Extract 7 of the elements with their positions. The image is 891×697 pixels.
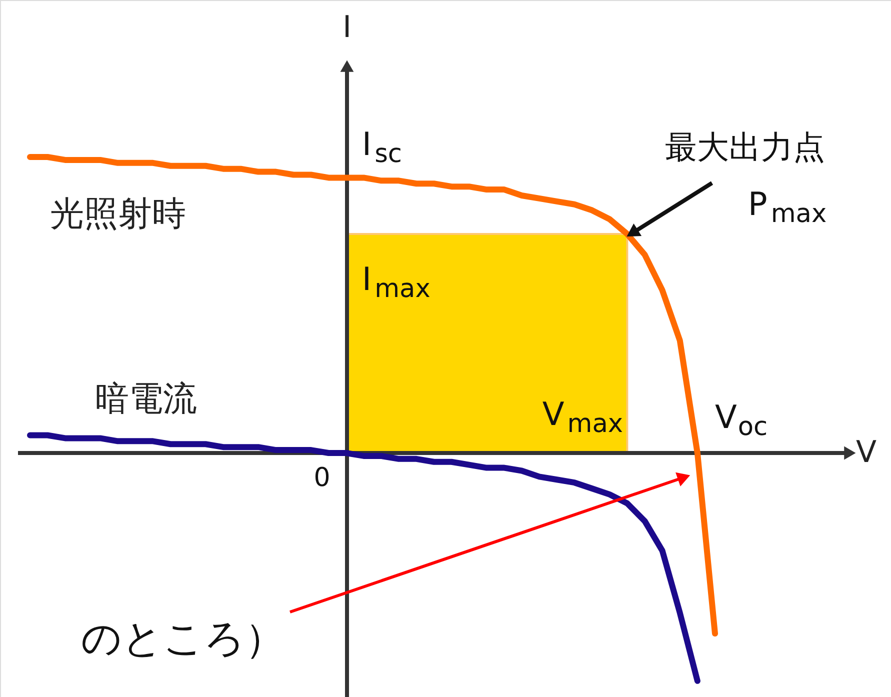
series-label: 光照射時	[50, 194, 186, 234]
annotation: 最大出力点	[665, 128, 825, 166]
annotation: 0	[314, 463, 330, 493]
y-axis-title: I	[342, 10, 352, 45]
annotation: のところ）	[81, 616, 285, 662]
x-axis-title: V	[856, 435, 877, 470]
series-label: 暗電流	[95, 379, 197, 419]
